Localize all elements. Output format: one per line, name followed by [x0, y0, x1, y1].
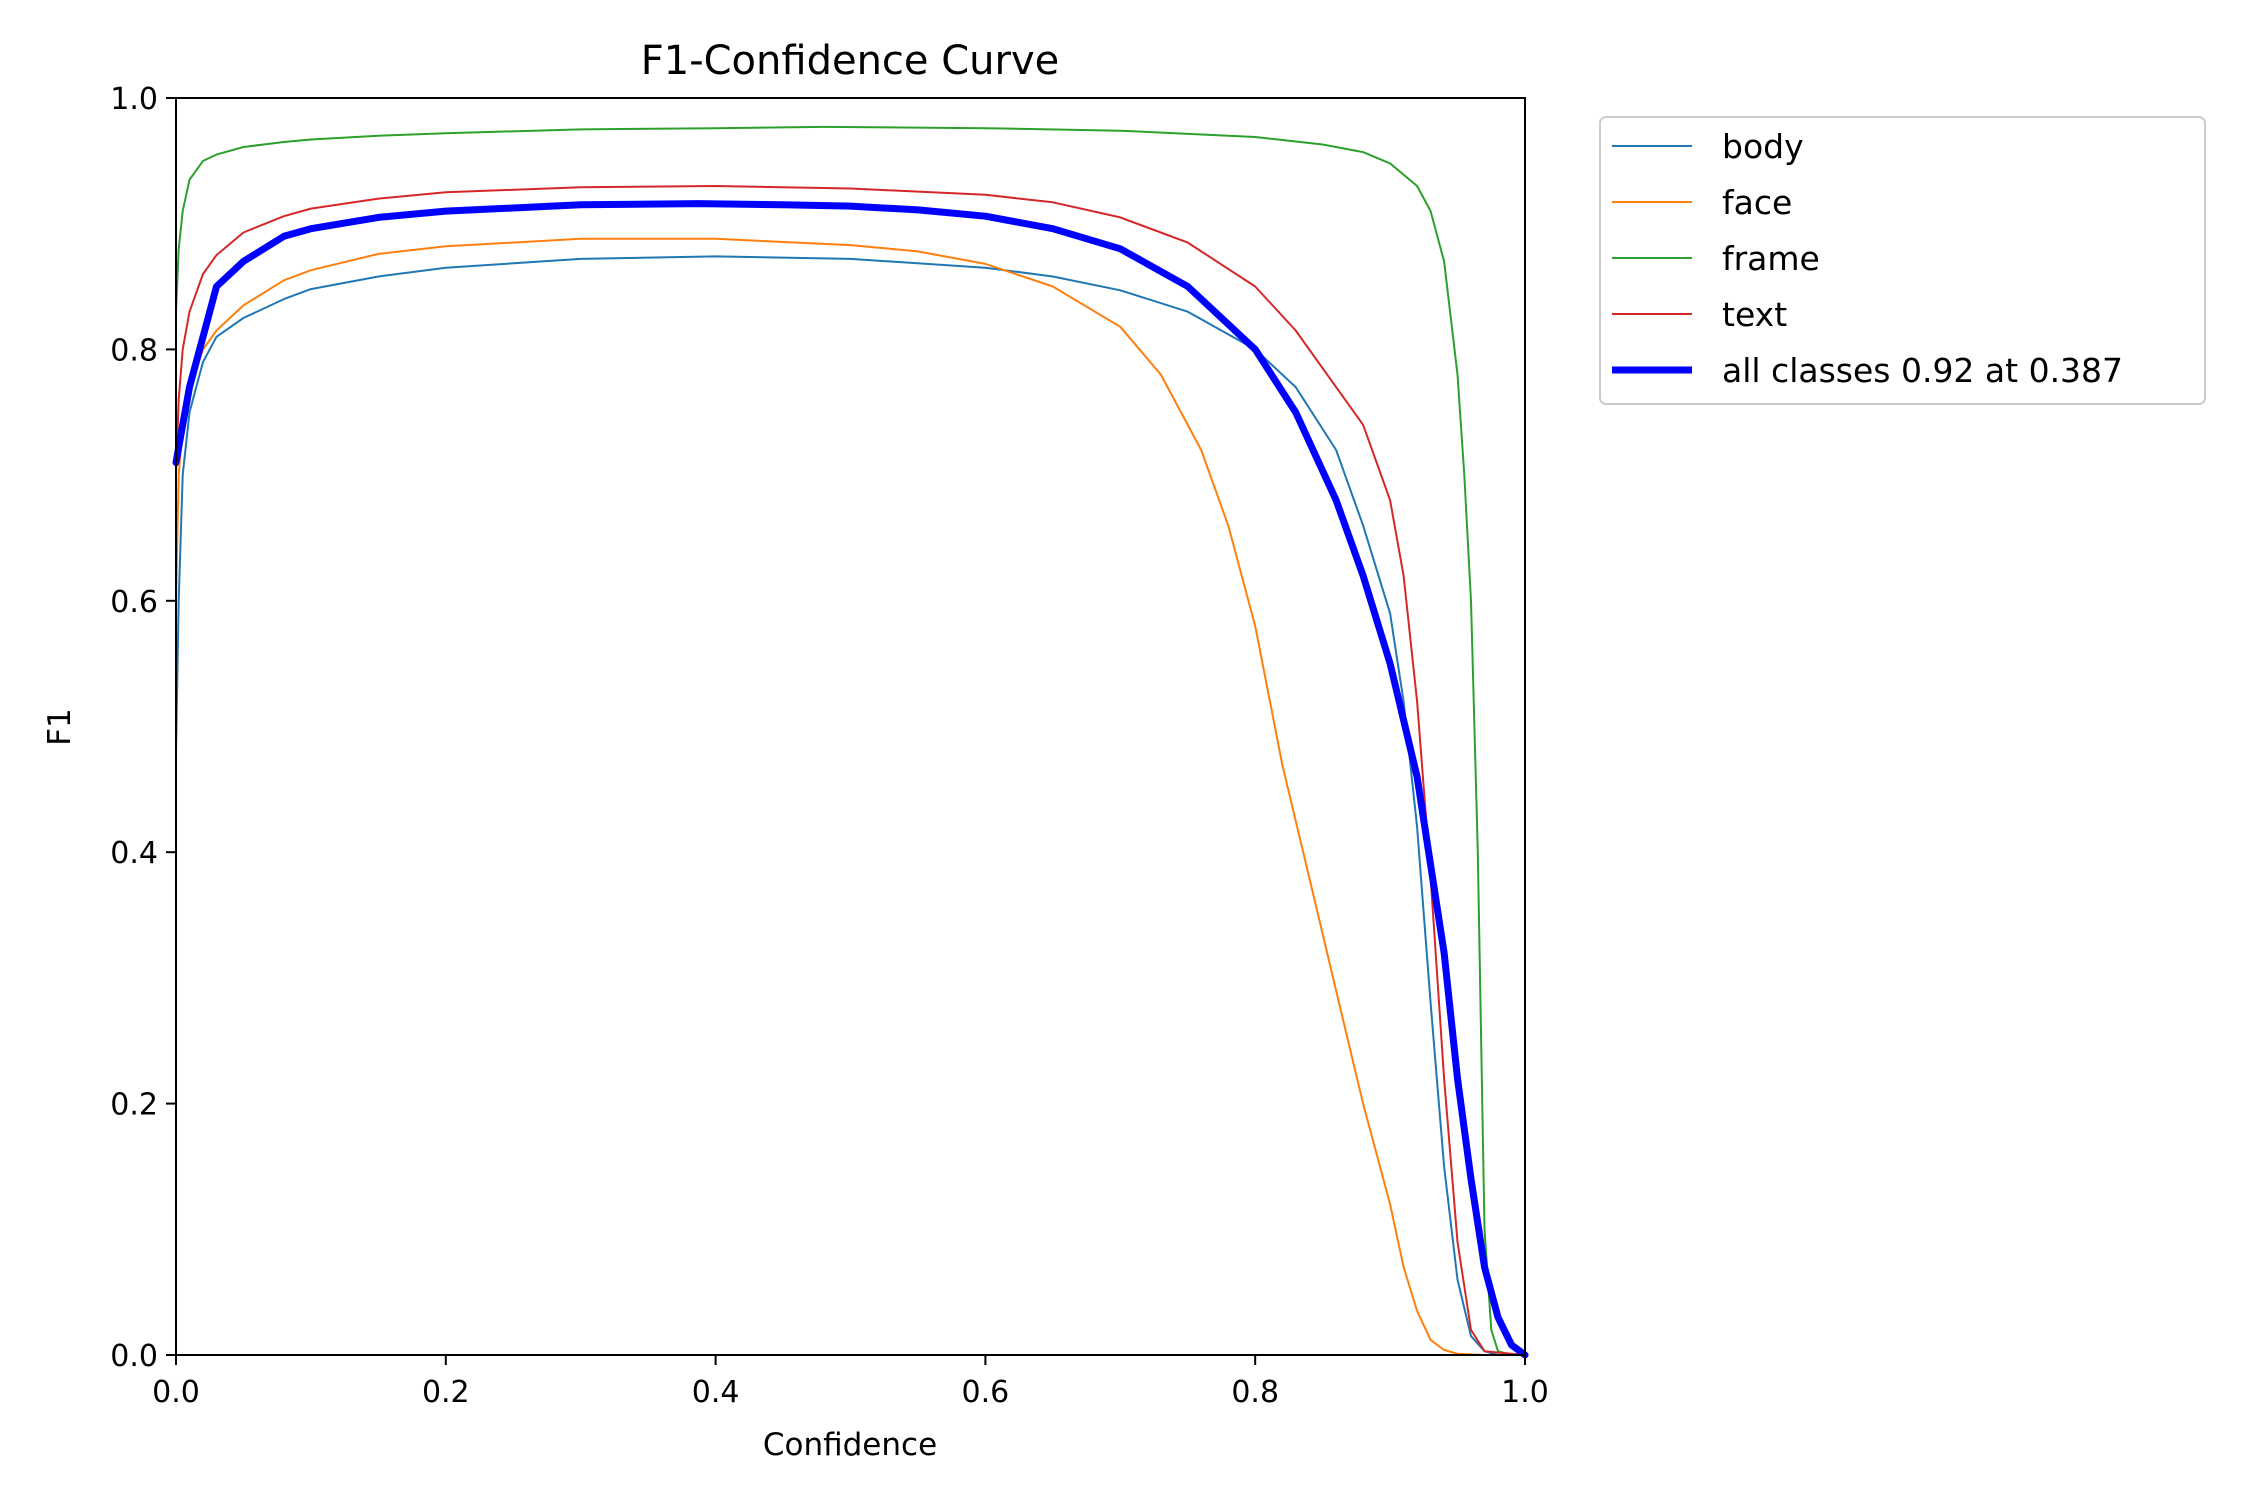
legend-label-face: face — [1722, 183, 1792, 222]
legend: body face frame text all classes 0.92 at 0.3… — [1599, 116, 2206, 405]
y-tick-label: 0.0 — [110, 1339, 158, 1374]
x-axis-ticks: 0.0 0.2 0.4 0.6 0.8 1.0 — [152, 1355, 1549, 1410]
series-line-body — [175, 255, 1526, 1356]
legend-label-frame: frame — [1722, 239, 1820, 278]
y-tick-label: 0.2 — [110, 1088, 158, 1123]
chart-title: F1-Confidence Curve — [641, 38, 1060, 84]
y-tick-label: 0.4 — [110, 836, 158, 871]
legend-frame — [1599, 116, 2206, 405]
series-layer — [172, 125, 1529, 1359]
legend-label-text: text — [1722, 295, 1787, 334]
x-tick-label: 0.0 — [152, 1375, 200, 1410]
x-tick-label: 0.6 — [962, 1375, 1010, 1410]
x-axis-title: Confidence — [763, 1427, 937, 1463]
series-line-frame — [175, 125, 1526, 1356]
y-tick-label: 0.8 — [110, 333, 158, 368]
legend-label-all-classes-0-92-at-0-387: all classes 0.92 at 0.387 — [1722, 351, 2123, 390]
x-tick-label: 1.0 — [1501, 1375, 1549, 1410]
y-tick-label: 1.0 — [110, 82, 158, 117]
legend-label-body: body — [1722, 127, 1804, 166]
x-tick-label: 0.8 — [1231, 1375, 1279, 1410]
plot-frame — [175, 97, 1526, 1356]
legend-items: body face frame text all classes 0.92 at 0.3… — [1612, 127, 2123, 390]
y-tick-label: 0.6 — [110, 585, 158, 620]
y-axis-title: F1 — [42, 708, 78, 746]
x-tick-label: 0.2 — [422, 1375, 470, 1410]
series-line-face — [175, 237, 1526, 1356]
x-tick-label: 0.4 — [692, 1375, 740, 1410]
series-line-all-classes-0-92-at-0-387 — [172, 200, 1529, 1359]
y-axis-ticks: 0.0 0.2 0.4 0.6 0.8 1.0 — [110, 82, 176, 1374]
